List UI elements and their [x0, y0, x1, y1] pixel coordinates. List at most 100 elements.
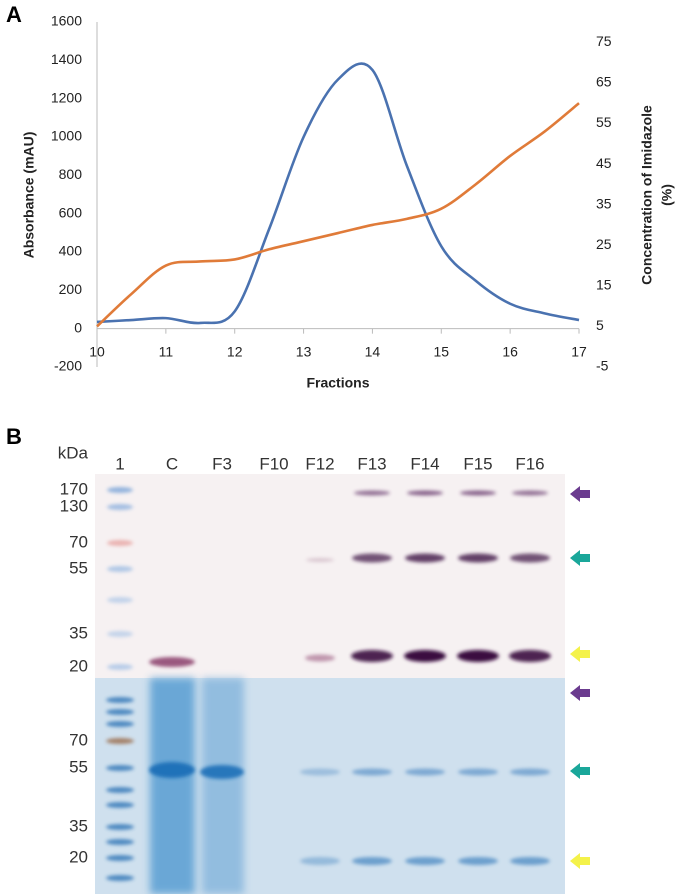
lane-label: F3	[212, 454, 232, 473]
band	[510, 857, 550, 865]
lane-label: C	[166, 454, 178, 473]
y-tick-label: 600	[59, 204, 83, 220]
arrow	[570, 685, 590, 701]
arrow	[570, 763, 590, 779]
y-tick-label: -200	[54, 358, 82, 374]
band	[300, 857, 340, 865]
band	[458, 857, 498, 865]
y2-axis-label: Concentration of Imidazole	[639, 105, 655, 285]
band	[512, 490, 548, 496]
ladder-band	[106, 697, 134, 703]
unit-label: kDa	[58, 443, 89, 462]
ladder-band	[106, 787, 134, 793]
smear	[150, 678, 195, 894]
ladder-band	[106, 855, 134, 861]
y2-tick-label: 35	[596, 195, 612, 211]
lane-label: F13	[357, 454, 386, 473]
y2-tick-label: -5	[596, 358, 609, 374]
band	[352, 857, 392, 865]
y2-axis-label: (%)	[659, 184, 675, 206]
y2-tick-label: 75	[596, 33, 612, 49]
x-tick-label: 13	[296, 343, 312, 359]
ladder-band	[106, 875, 134, 881]
gel-upper	[95, 474, 565, 678]
band	[405, 768, 445, 776]
band	[510, 553, 550, 563]
x-tick-label: 17	[571, 343, 587, 359]
x-tick-label: 15	[433, 343, 449, 359]
marker-label: 20	[69, 847, 88, 866]
band	[149, 657, 195, 667]
y-tick-label: 1200	[51, 89, 82, 105]
band	[405, 857, 445, 865]
band	[300, 768, 340, 776]
lane-label: F10	[259, 454, 288, 473]
data-line	[96, 62, 580, 325]
band	[460, 490, 496, 496]
marker-label: 35	[69, 623, 88, 642]
y-tick-label: 200	[59, 281, 83, 297]
lane-label: F14	[410, 454, 439, 473]
band	[404, 650, 446, 662]
arrow	[570, 853, 590, 869]
marker-label: 55	[69, 757, 88, 776]
marker-label: 70	[69, 532, 88, 551]
marker-label: 70	[69, 730, 88, 749]
ladder-band	[106, 802, 134, 808]
x-tick-label: 11	[159, 343, 174, 359]
x-axis-label: Fractions	[306, 375, 369, 391]
band	[407, 490, 443, 496]
ladder-band	[106, 738, 134, 744]
marker-label: 170	[60, 479, 88, 498]
band	[306, 558, 334, 562]
panel-label: B	[6, 424, 22, 449]
smear	[202, 678, 244, 894]
marker-label: 20	[69, 656, 88, 675]
y-tick-label: 0	[74, 319, 82, 335]
x-tick-label: 12	[227, 343, 243, 359]
y-tick-label: 1000	[51, 128, 82, 144]
ladder-band	[107, 664, 133, 670]
band	[352, 768, 392, 776]
ladder-band	[107, 540, 133, 546]
y2-tick-label: 15	[596, 277, 612, 293]
band	[405, 553, 445, 563]
y-tick-label: 400	[59, 243, 83, 259]
y-tick-label: 1400	[51, 51, 82, 67]
chart: -200 0 200 400 600 800 1000 1200 1400 1600 -5 5 15 25…	[21, 13, 675, 391]
arrow	[570, 486, 590, 502]
ladder-band	[107, 487, 133, 493]
marker-label: 130	[60, 496, 88, 515]
x-tick-label: 10	[89, 343, 105, 359]
y-axis-label: Absorbance (mAU)	[21, 132, 37, 259]
marker-label: 35	[69, 816, 88, 835]
lane-label: F15	[463, 454, 492, 473]
ladder-band	[106, 709, 134, 715]
marker-label: 55	[69, 558, 88, 577]
y2-tick-label: 55	[596, 114, 612, 130]
ladder-band	[106, 721, 134, 727]
arrow	[570, 646, 590, 662]
lane-label: 1	[115, 454, 124, 473]
ladder-band	[107, 504, 133, 510]
band	[352, 553, 392, 563]
x-tick-label: 14	[365, 343, 381, 359]
band	[458, 553, 498, 563]
y2-tick-label: 5	[596, 317, 604, 333]
lane-label: F12	[305, 454, 334, 473]
y2-tick-label: 25	[596, 236, 612, 252]
band	[200, 765, 244, 779]
band	[457, 650, 499, 662]
band	[510, 768, 550, 776]
band	[354, 490, 390, 496]
lane-label: F16	[515, 454, 544, 473]
ladder-band	[106, 824, 134, 830]
x-tick-label: 16	[502, 343, 518, 359]
band	[351, 650, 393, 662]
data-line	[96, 102, 580, 328]
y2-tick-label: 65	[596, 74, 612, 90]
ladder-band	[106, 839, 134, 845]
ladder-band	[106, 765, 134, 771]
